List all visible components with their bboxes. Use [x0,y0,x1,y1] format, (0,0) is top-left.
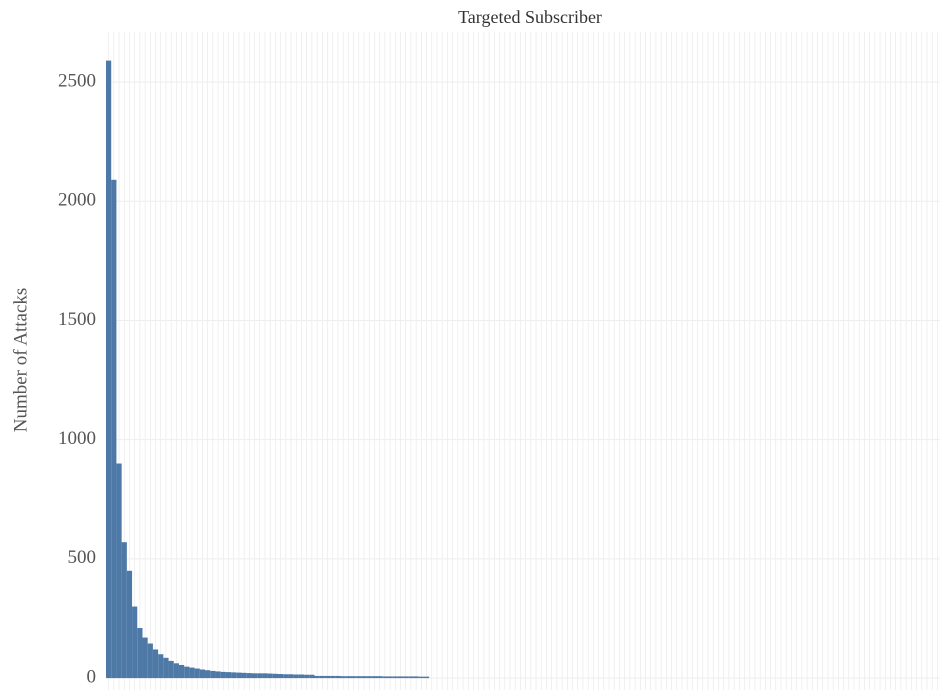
bar [403,676,409,679]
bar [345,676,351,679]
bar [220,671,226,679]
bar [189,667,195,679]
bar [423,676,430,679]
bar [137,628,143,679]
bar [397,676,404,679]
bar [173,663,179,679]
bar [382,676,388,679]
bar [340,676,346,679]
bar [246,673,252,679]
y-tick-label: 2500 [58,70,96,91]
bar [257,673,263,679]
y-tick-label: 1500 [58,309,96,330]
bar [262,673,268,679]
bar [111,179,117,679]
bar [330,675,336,679]
bar [361,676,367,679]
bar [215,671,221,679]
bar [231,672,237,679]
bar [309,674,315,679]
bar [314,675,320,679]
bar [126,570,133,679]
y-tick-label: 0 [87,666,97,687]
chart-title: Targeted Subscriber [458,7,602,27]
y-tick-label: 2000 [58,190,96,211]
bar [335,675,341,679]
bar [283,674,289,679]
bar [158,654,164,679]
bar [132,606,138,679]
bar [392,676,398,679]
bar [408,676,414,679]
bar [184,666,190,679]
bar [168,660,174,679]
bar [147,643,153,679]
bar [304,674,310,679]
bar [199,669,206,679]
bar [178,664,185,679]
y-axis-label: Number of Attacks [10,288,31,433]
bar [387,676,393,679]
bar [116,463,122,679]
bar [371,676,378,679]
y-tick-label: 1000 [58,428,96,449]
bar [236,672,242,679]
bar [366,676,372,679]
bar [356,676,362,679]
bar [293,674,299,679]
bar [272,673,279,679]
bar [298,674,305,679]
bar [121,542,127,679]
bar [324,675,331,679]
bar [278,674,284,679]
bar [241,672,247,679]
bar [377,676,383,679]
bar [413,676,419,679]
bar [194,668,200,679]
bar [225,672,232,679]
bar [210,670,216,679]
bar [288,674,294,679]
bar [152,649,159,679]
bar [163,657,169,679]
bar [319,675,325,679]
bar [267,673,273,679]
bar [205,670,211,679]
y-tick-label: 500 [68,547,97,568]
bar [142,637,148,679]
bar [251,673,258,679]
bar [350,676,357,679]
bar [106,60,112,679]
bar [418,676,424,679]
